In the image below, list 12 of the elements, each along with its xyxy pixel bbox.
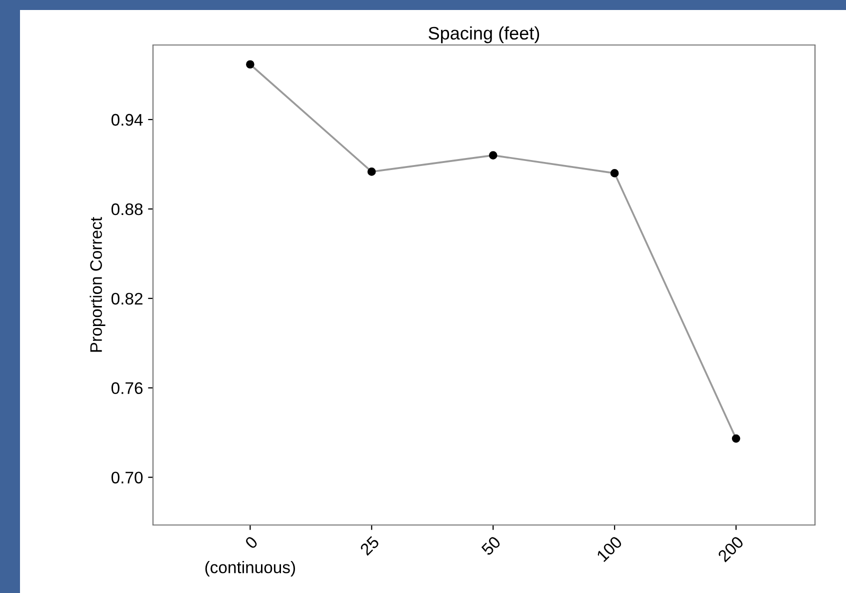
y-tick-label: 0.70 [111, 472, 143, 484]
x-tick-label: 100 [596, 535, 623, 562]
x-tick-label: 25 [359, 536, 380, 556]
x-tick-label: 200 [717, 535, 744, 562]
y-tick-label: 0.88 [111, 203, 143, 216]
chart-title: Spacing (feet) [428, 26, 540, 44]
y-axis-title: Proportion Correct [90, 217, 106, 352]
y-tick-label: 0.94 [111, 114, 143, 126]
y-tick-label: 0.76 [111, 382, 143, 394]
x-tick-label: 50 [480, 535, 502, 556]
category-label: 0 (continuous) [205, 535, 295, 577]
y-tick-label: 0.82 [111, 292, 142, 305]
